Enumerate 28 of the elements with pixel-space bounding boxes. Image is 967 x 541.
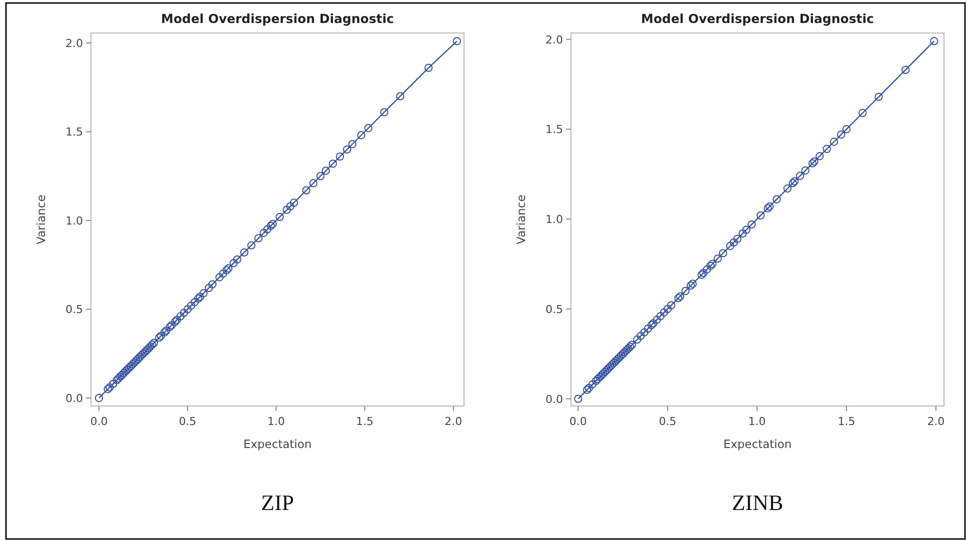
x-tick-label: 0.5 <box>178 415 196 428</box>
x-tick-label: 0.0 <box>569 415 587 428</box>
y-tick-label: 2.0 <box>546 33 563 46</box>
x-tick-label: 2.0 <box>444 415 462 428</box>
x-tick-label: 1.5 <box>356 415 374 428</box>
y-tick-label: 1.0 <box>546 213 563 226</box>
y-tick-label: 2.0 <box>66 36 83 50</box>
y-tick-label: 0.5 <box>66 303 83 316</box>
y-axis-title: Variance <box>34 194 48 244</box>
x-axis-title: Expectation <box>723 437 792 451</box>
text: ZIP <box>261 490 294 515</box>
x-tick-label: 1.5 <box>838 415 856 428</box>
y-tick-label: 1.5 <box>66 126 83 139</box>
x-tick-label: 0.5 <box>658 415 676 428</box>
chart-title: Model Overdispersion Diagnostic <box>161 11 394 26</box>
y-tick-label: 1.0 <box>66 214 83 228</box>
x-axis-title: Expectation <box>243 437 312 451</box>
x-tick-label: 0.0 <box>90 415 108 428</box>
text: ZINB <box>732 490 784 515</box>
y-tick-label: 0.5 <box>546 302 563 316</box>
chart-title: Model Overdispersion Diagnostic <box>641 11 874 26</box>
x-tick-label: 2.0 <box>927 415 945 428</box>
y-tick-label: 1.5 <box>546 123 563 136</box>
x-tick-label: 1.0 <box>267 415 285 428</box>
y-axis-title: Variance <box>514 194 528 244</box>
y-tick-label: 0.0 <box>66 392 83 406</box>
x-tick-label: 1.0 <box>748 415 766 428</box>
y-tick-label: 0.0 <box>546 392 563 406</box>
